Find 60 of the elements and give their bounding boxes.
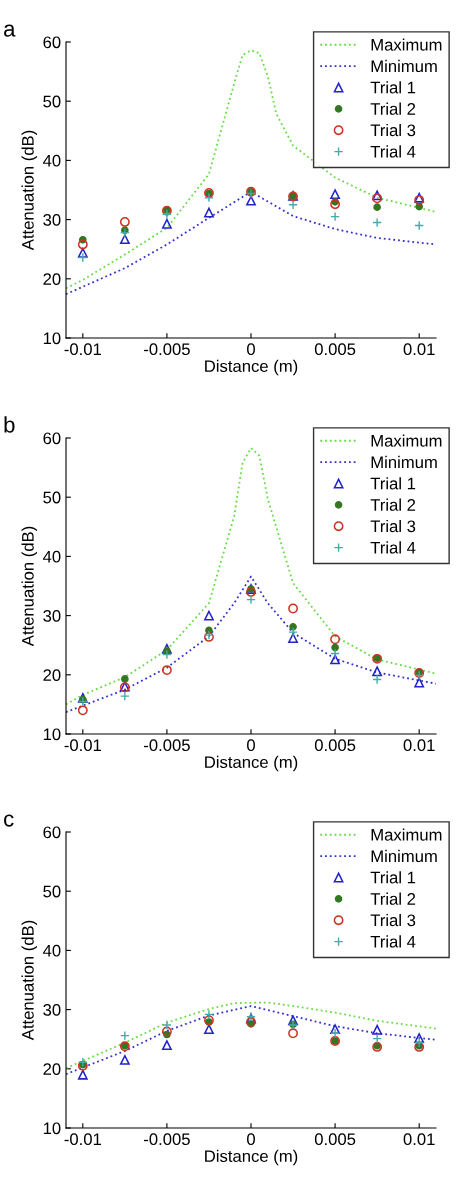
y-tick-label: 60: [43, 826, 61, 839]
x-tick-label: -0.005: [144, 343, 190, 356]
legend-label: Maximum: [371, 434, 442, 447]
y-axis-title: Attenuation (dB): [21, 526, 38, 647]
legend-label: Trial 2: [370, 498, 416, 511]
x-axis-title: Distance (m): [205, 359, 298, 376]
chart-title: b: [4, 416, 15, 433]
y-tick-label: 20: [43, 1063, 61, 1075]
x-tick-label: 0.005: [314, 739, 356, 752]
legend-label: Trial 3: [370, 123, 416, 137]
y-tick-label: 40: [42, 550, 61, 563]
legend-label: Trial 1: [370, 871, 416, 884]
x-tick-label: -0.01: [64, 739, 101, 752]
legend-label: Trial 1: [370, 81, 416, 94]
y-tick-label: 20: [43, 273, 61, 285]
y-tick-label: 10: [43, 332, 61, 345]
y-tick-label: 30: [43, 214, 61, 226]
legend-label: Minimum: [371, 455, 437, 469]
legend-label: Minimum: [371, 59, 437, 73]
y-tick-label: 30: [43, 610, 61, 622]
chart-title: c: [4, 814, 14, 827]
y-tick-label: 60: [43, 432, 61, 445]
x-tick-label: 0.01: [403, 1133, 435, 1146]
legend-label: Trial 2: [370, 102, 416, 115]
x-tick-label: 0: [247, 739, 255, 752]
legend-label: Trial 4: [370, 145, 416, 158]
y-tick-label: 10: [43, 728, 61, 741]
x-tick-label: 0.01: [403, 343, 435, 356]
legend-label: Maximum: [371, 38, 442, 51]
y-tick-label: 30: [43, 1004, 61, 1016]
chart-title: a: [4, 24, 16, 37]
y-tick-label: 60: [43, 36, 61, 49]
x-tick-label: 0.01: [403, 739, 435, 752]
legend-label: Trial 2: [370, 892, 416, 905]
legend-label: Trial 1: [370, 477, 416, 490]
x-tick-label: 0: [247, 1133, 255, 1146]
x-tick-label: -0.01: [64, 343, 101, 356]
legend-label: Maximum: [371, 828, 442, 841]
y-tick-label: 20: [43, 669, 61, 681]
x-tick-label: -0.005: [144, 1133, 190, 1146]
y-tick-label: 50: [43, 491, 61, 504]
legend-label: Trial 4: [370, 541, 416, 554]
x-tick-label: -0.005: [144, 739, 190, 752]
legend-label: Trial 3: [370, 519, 416, 533]
legend-label: Trial 4: [370, 935, 416, 948]
y-tick-label: 40: [42, 944, 61, 957]
x-axis-title: Distance (m): [205, 755, 298, 772]
y-tick-label: 40: [42, 154, 61, 167]
y-tick-label: 50: [43, 95, 61, 108]
y-axis-title: Attenuation (dB): [21, 920, 38, 1041]
y-tick-label: 50: [43, 885, 61, 898]
x-tick-label: 0: [247, 343, 255, 356]
x-axis-title: Distance (m): [205, 1149, 298, 1166]
x-tick-label: -0.01: [64, 1133, 101, 1146]
legend-label: Trial 3: [370, 913, 416, 927]
legend-label: Minimum: [371, 849, 437, 863]
x-tick-label: 0.005: [314, 343, 356, 356]
x-tick-label: 0.005: [314, 1133, 356, 1146]
y-axis-title: Attenuation (dB): [21, 130, 38, 251]
y-tick-label: 10: [43, 1122, 61, 1135]
